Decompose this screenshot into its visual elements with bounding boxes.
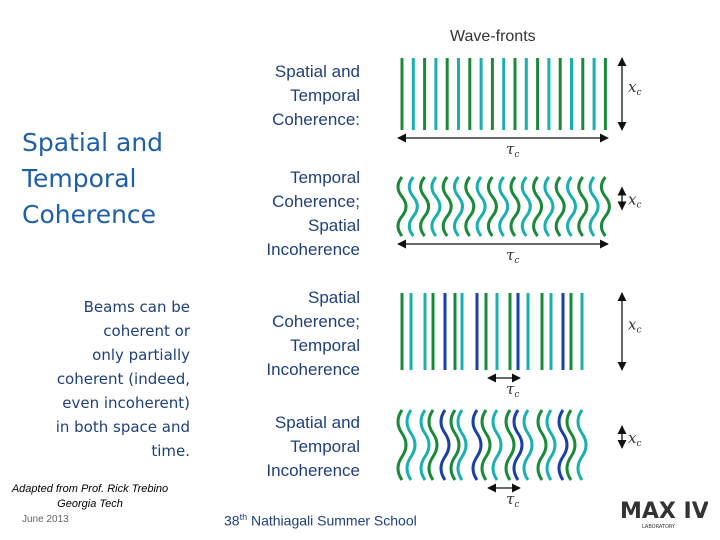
desc-line-2: coherent or bbox=[103, 322, 190, 340]
slide-title: Spatial and Temporal Coherence bbox=[22, 125, 163, 233]
row-3-line-3: Temporal bbox=[290, 336, 360, 355]
wavefront-line bbox=[486, 176, 498, 237]
wavefront-line bbox=[577, 176, 589, 237]
wavefront-line bbox=[449, 409, 461, 481]
row-3-line-1: Spatial bbox=[308, 288, 360, 307]
temporal-symbol: τc bbox=[506, 380, 519, 400]
row-2-line-4: Incoherence bbox=[266, 240, 360, 259]
wavefront-line bbox=[599, 176, 611, 237]
row-3-line-4: Incoherence bbox=[266, 360, 360, 379]
wavefront-line bbox=[405, 409, 417, 481]
title-line-1: Spatial and bbox=[22, 128, 164, 157]
wavefront-line bbox=[453, 176, 464, 237]
row-2-line-3: Spatial bbox=[308, 216, 360, 235]
desc-line-4: coherent (indeed, bbox=[56, 370, 190, 388]
temporal-symbol: τc bbox=[506, 140, 519, 160]
desc-line-6: in both space and bbox=[55, 418, 190, 436]
description: Beams can be coherent or only partially … bbox=[30, 295, 190, 463]
wavefront-line bbox=[441, 176, 453, 237]
wavefront-line bbox=[532, 176, 544, 237]
desc-line-1: Beams can be bbox=[83, 298, 190, 316]
wavefront-line bbox=[471, 409, 483, 481]
wavefront-line bbox=[557, 409, 569, 481]
logo-text: MAX IV bbox=[620, 499, 708, 524]
desc-line-7: time. bbox=[151, 442, 190, 460]
wavefront-line bbox=[504, 409, 516, 481]
row-2-line-1: Temporal bbox=[290, 168, 360, 187]
wavefront-line bbox=[565, 409, 577, 481]
row-1-line-2: Temporal bbox=[290, 86, 360, 105]
wavefront-line bbox=[522, 409, 534, 481]
row-4-line-1: Spatial and bbox=[274, 413, 360, 432]
wavefront-line bbox=[536, 409, 548, 481]
footer-text: Nathiagali Summer School bbox=[247, 512, 417, 529]
row-3-line-2: Coherence; bbox=[272, 312, 360, 331]
wavefront-line bbox=[419, 176, 431, 237]
row-label-4: Spatial and Temporal Incoherence bbox=[230, 411, 360, 483]
wavefront-line bbox=[464, 176, 476, 237]
title-line-3: Coherence bbox=[22, 200, 157, 229]
wavefront-line bbox=[419, 409, 431, 481]
wavefronts-heading: Wave-fronts bbox=[450, 28, 536, 45]
date: June 2013 bbox=[22, 514, 69, 525]
wavefront-line bbox=[566, 176, 577, 237]
wavefront-line bbox=[498, 176, 510, 237]
row-label-3: Spatial Coherence; Temporal Incoherence bbox=[230, 286, 360, 382]
wavefront-line bbox=[543, 176, 555, 237]
title-line-2: Temporal bbox=[22, 164, 137, 193]
spatial-symbol: xc bbox=[628, 316, 642, 336]
wavefront-line bbox=[509, 176, 521, 237]
wavefront-line bbox=[407, 176, 419, 237]
spatial-symbol: xc bbox=[628, 429, 642, 449]
row-2-line-2: Coherence; bbox=[272, 192, 360, 211]
wavefront-line bbox=[427, 409, 439, 481]
logo-subtext: LABORATORY bbox=[642, 524, 676, 530]
desc-line-5: even incoherent) bbox=[62, 394, 190, 412]
credit-line-2: Georgia Tech bbox=[57, 498, 123, 510]
wavefront-line bbox=[430, 176, 442, 237]
wavefront-line bbox=[396, 176, 408, 237]
row-label-1: Spatial and Temporal Coherence: bbox=[230, 60, 360, 132]
row-4-line-3: Incoherence bbox=[266, 461, 360, 480]
credit: Adapted from Prof. Rick Trebino Georgia … bbox=[10, 482, 170, 512]
wavefront-line bbox=[520, 176, 532, 237]
footer: 38th Nathiagali Summer School bbox=[224, 512, 417, 529]
row-4-line-2: Temporal bbox=[290, 437, 360, 456]
footer-sup: th bbox=[239, 512, 248, 522]
temporal-symbol: τc bbox=[506, 246, 519, 266]
desc-line-3: only partially bbox=[92, 346, 190, 364]
wavefront-line bbox=[545, 409, 557, 481]
wavefront-line bbox=[396, 409, 408, 481]
wavefront-line bbox=[475, 176, 487, 237]
wavefront-line bbox=[512, 409, 524, 481]
spatial-symbol: xc bbox=[628, 78, 642, 98]
wavefront-line bbox=[480, 409, 492, 481]
wavefront-line bbox=[491, 409, 503, 481]
wavefront-line bbox=[588, 176, 600, 237]
row-1-line-3: Coherence: bbox=[272, 110, 360, 129]
row-label-2: Temporal Coherence; Spatial Incoherence bbox=[230, 166, 360, 262]
footer-number: 38 bbox=[224, 512, 240, 529]
maxiv-logo: MAX IV LABORATORY bbox=[620, 499, 708, 530]
wavefront-line bbox=[576, 409, 588, 481]
wavefront-line bbox=[456, 409, 468, 481]
credit-line-1: Adapted from Prof. Rick Trebino bbox=[11, 483, 169, 495]
wavefront-line bbox=[439, 409, 451, 481]
row-1-line-1: Spatial and bbox=[274, 62, 360, 81]
temporal-symbol: τc bbox=[506, 490, 519, 510]
spatial-symbol: xc bbox=[628, 191, 642, 211]
wavefront-line bbox=[554, 176, 566, 237]
